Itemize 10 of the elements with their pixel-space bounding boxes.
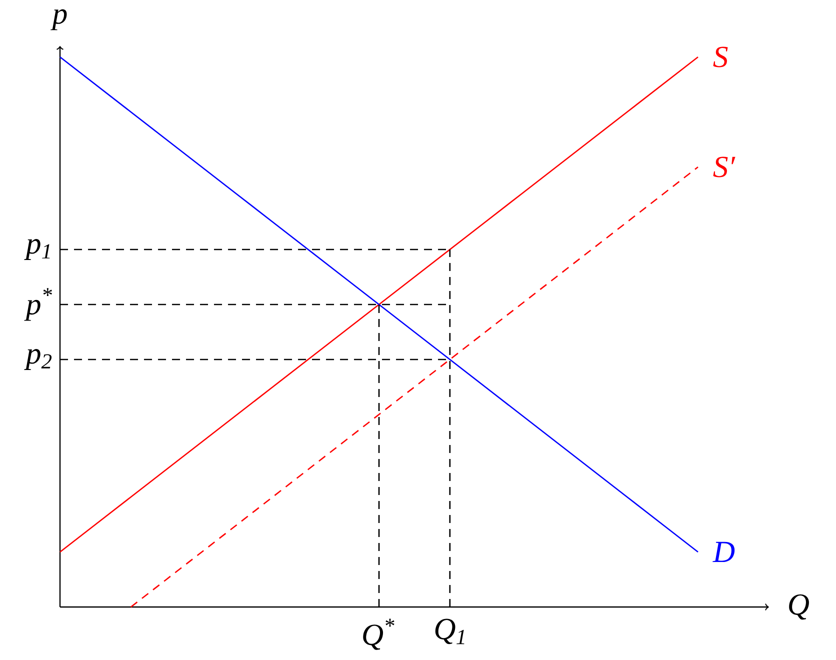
series-label: p$_{2}$ bbox=[24, 349, 52, 370]
series-label: p$^{*}$ bbox=[24, 288, 52, 321]
series-label: S bbox=[713, 46, 728, 68]
series-label: p$_{1}$ bbox=[24, 239, 50, 260]
x-tick-label: Q$^{*}$ bbox=[363, 618, 394, 650]
series-label: S′ bbox=[713, 156, 736, 178]
x-axis-title: Q bbox=[789, 594, 809, 620]
y-axis-title: p bbox=[50, 9, 67, 30]
series-label: D bbox=[712, 542, 735, 562]
x-tick-label: Q$_{1}$ bbox=[435, 618, 464, 644]
